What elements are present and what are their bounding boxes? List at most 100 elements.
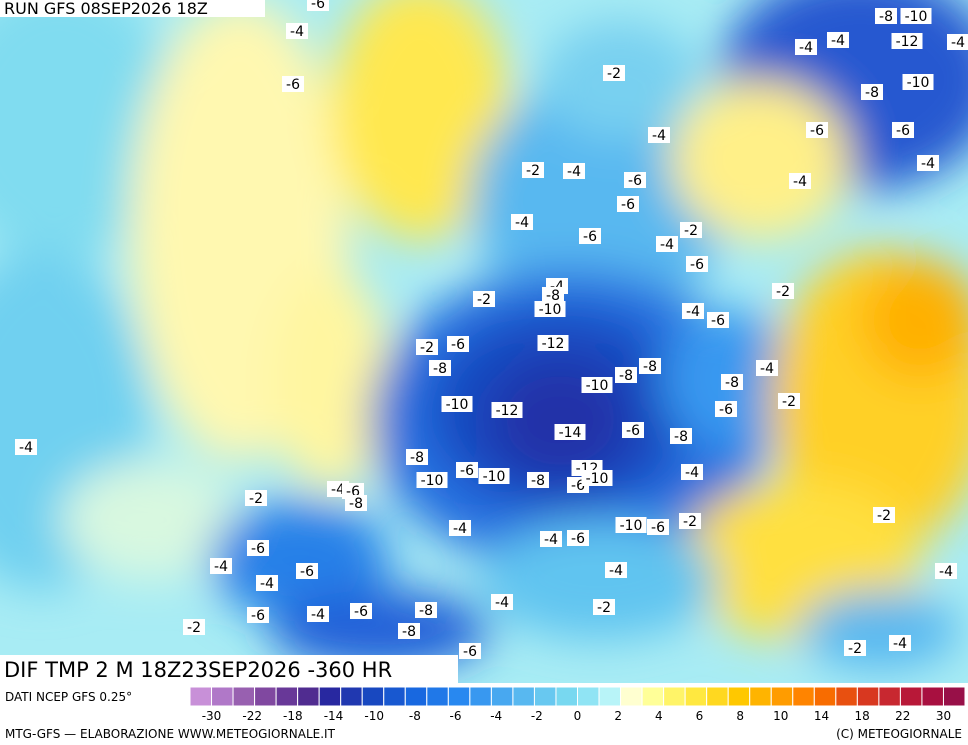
contour-label: -2: [249, 491, 263, 507]
contour-label-bg: [806, 122, 828, 138]
contour-label-bg: [756, 360, 778, 376]
contour-label: -6: [354, 604, 368, 620]
contour-label-bg: [670, 428, 692, 444]
contour-label: -4: [951, 35, 965, 51]
contour-label-bg: [707, 312, 729, 328]
contour-label: -2: [848, 641, 862, 657]
colorbar-swatch: [404, 686, 428, 707]
contour-label-bg: [900, 8, 932, 24]
contour-label: -12: [896, 34, 919, 50]
contour-label-bg: [615, 517, 647, 533]
contour-label: -4: [214, 559, 228, 575]
contour-label: -6: [300, 564, 314, 580]
contour-label: -4: [609, 563, 623, 579]
colorbar-swatch: [856, 686, 880, 707]
contour-label: -4: [331, 482, 345, 498]
contour-label: -6: [810, 123, 824, 139]
contour-label-bg: [917, 155, 939, 171]
colorbar-tick-label: 4: [655, 709, 663, 723]
contour-label-bg: [875, 8, 897, 24]
colorbar-tick-label: -10: [364, 709, 384, 723]
contour-label: -6: [651, 520, 665, 536]
contour-label: -14: [559, 425, 582, 441]
contour-label: -6: [626, 423, 640, 439]
contour-label-bg: [873, 507, 895, 523]
contour-label-bg: [679, 513, 701, 529]
contour-label: -4: [799, 40, 813, 56]
colorbar-swatch: [232, 686, 256, 707]
contour-label-bg: [307, 606, 329, 622]
contour-label-bg: [682, 303, 704, 319]
colorbar-swatch: [620, 686, 643, 707]
contour-label-bg: [686, 256, 708, 272]
contour-label: -6: [711, 313, 725, 329]
contour-label: -6: [628, 173, 642, 189]
contour-label: -8: [419, 603, 433, 619]
colorbar-swatch: [706, 686, 729, 707]
contour-label: -4: [921, 156, 935, 172]
contour-label: -6: [571, 531, 585, 547]
colorbar-tick-label: -2: [531, 709, 543, 723]
contour-label: -4: [495, 595, 509, 611]
colorbar-tick-label: 14: [814, 709, 829, 723]
contour-label: -8: [410, 450, 424, 466]
contour-label-bg: [429, 360, 451, 376]
colorbar-swatch: [727, 686, 751, 707]
colorbar-tick-label: 8: [736, 709, 744, 723]
copyright: (C) METEOGIORNALE: [836, 727, 962, 741]
colorbar-tick-label: -8: [409, 709, 421, 723]
contour-label: -6: [460, 463, 474, 479]
colorbar-swatch: [835, 686, 858, 707]
colorbar-swatch: [555, 686, 579, 707]
contour-label-bg: [491, 402, 523, 418]
contour-label-bg: [567, 530, 589, 546]
contour-label-bg: [605, 562, 627, 578]
contour-label-bg: [827, 32, 849, 48]
contour-label-bg: [563, 163, 585, 179]
contour-label: -4: [793, 174, 807, 190]
contour-label-bg: [511, 214, 533, 230]
colorbar-swatch: [490, 686, 514, 707]
colorbar-swatch: [533, 686, 557, 707]
contour-label: -2: [877, 508, 891, 524]
contour-label: -10: [539, 302, 562, 318]
contour-label: -4: [685, 465, 699, 481]
colorbar-tick-label: -18: [283, 709, 303, 723]
contour-label-bg: [715, 401, 737, 417]
contour-label: -4: [260, 576, 274, 592]
contour-label: -6: [896, 123, 910, 139]
contour-label: -4: [544, 532, 558, 548]
colorbar-swatch: [469, 686, 492, 707]
contour-label: -8: [531, 473, 545, 489]
contour-label-bg: [183, 619, 205, 635]
contour-label: -8: [643, 359, 657, 375]
contour-label-bg: [639, 358, 661, 374]
contour-label-bg: [680, 222, 702, 238]
run-box: [0, 0, 265, 17]
contour-label-bg: [256, 575, 278, 591]
field-box: [0, 655, 458, 683]
contour-label: -8: [725, 375, 739, 391]
source: DATI NCEP GFS 0.25°: [5, 690, 132, 704]
colorbar-swatch: [641, 686, 665, 707]
colorbar-swatch: [189, 686, 213, 707]
contour-label: -8: [619, 368, 633, 384]
contour-label-bg: [296, 563, 318, 579]
contour-label-bg: [522, 162, 544, 178]
contour-label: -4: [660, 237, 674, 253]
colorbar-swatch: [749, 686, 772, 707]
contour-label-bg: [449, 520, 471, 536]
colorbar-swatch: [663, 686, 686, 707]
contour-label-bg: [456, 462, 478, 478]
colorbar-swatch: [598, 686, 622, 707]
contour-label: -4: [19, 440, 33, 456]
colorbar-tick-label: -14: [324, 709, 344, 723]
contour-label: -10: [446, 397, 469, 413]
credit: MTG-GFS — ELABORAZIONE WWW.METEOGIORNALE…: [5, 727, 336, 741]
contour-label: -10: [620, 518, 643, 534]
colorbar-swatch: [899, 686, 923, 707]
contour-label-bg: [656, 236, 678, 252]
colorbar-tick-label: 22: [895, 709, 910, 723]
contour-label: -4: [760, 361, 774, 377]
